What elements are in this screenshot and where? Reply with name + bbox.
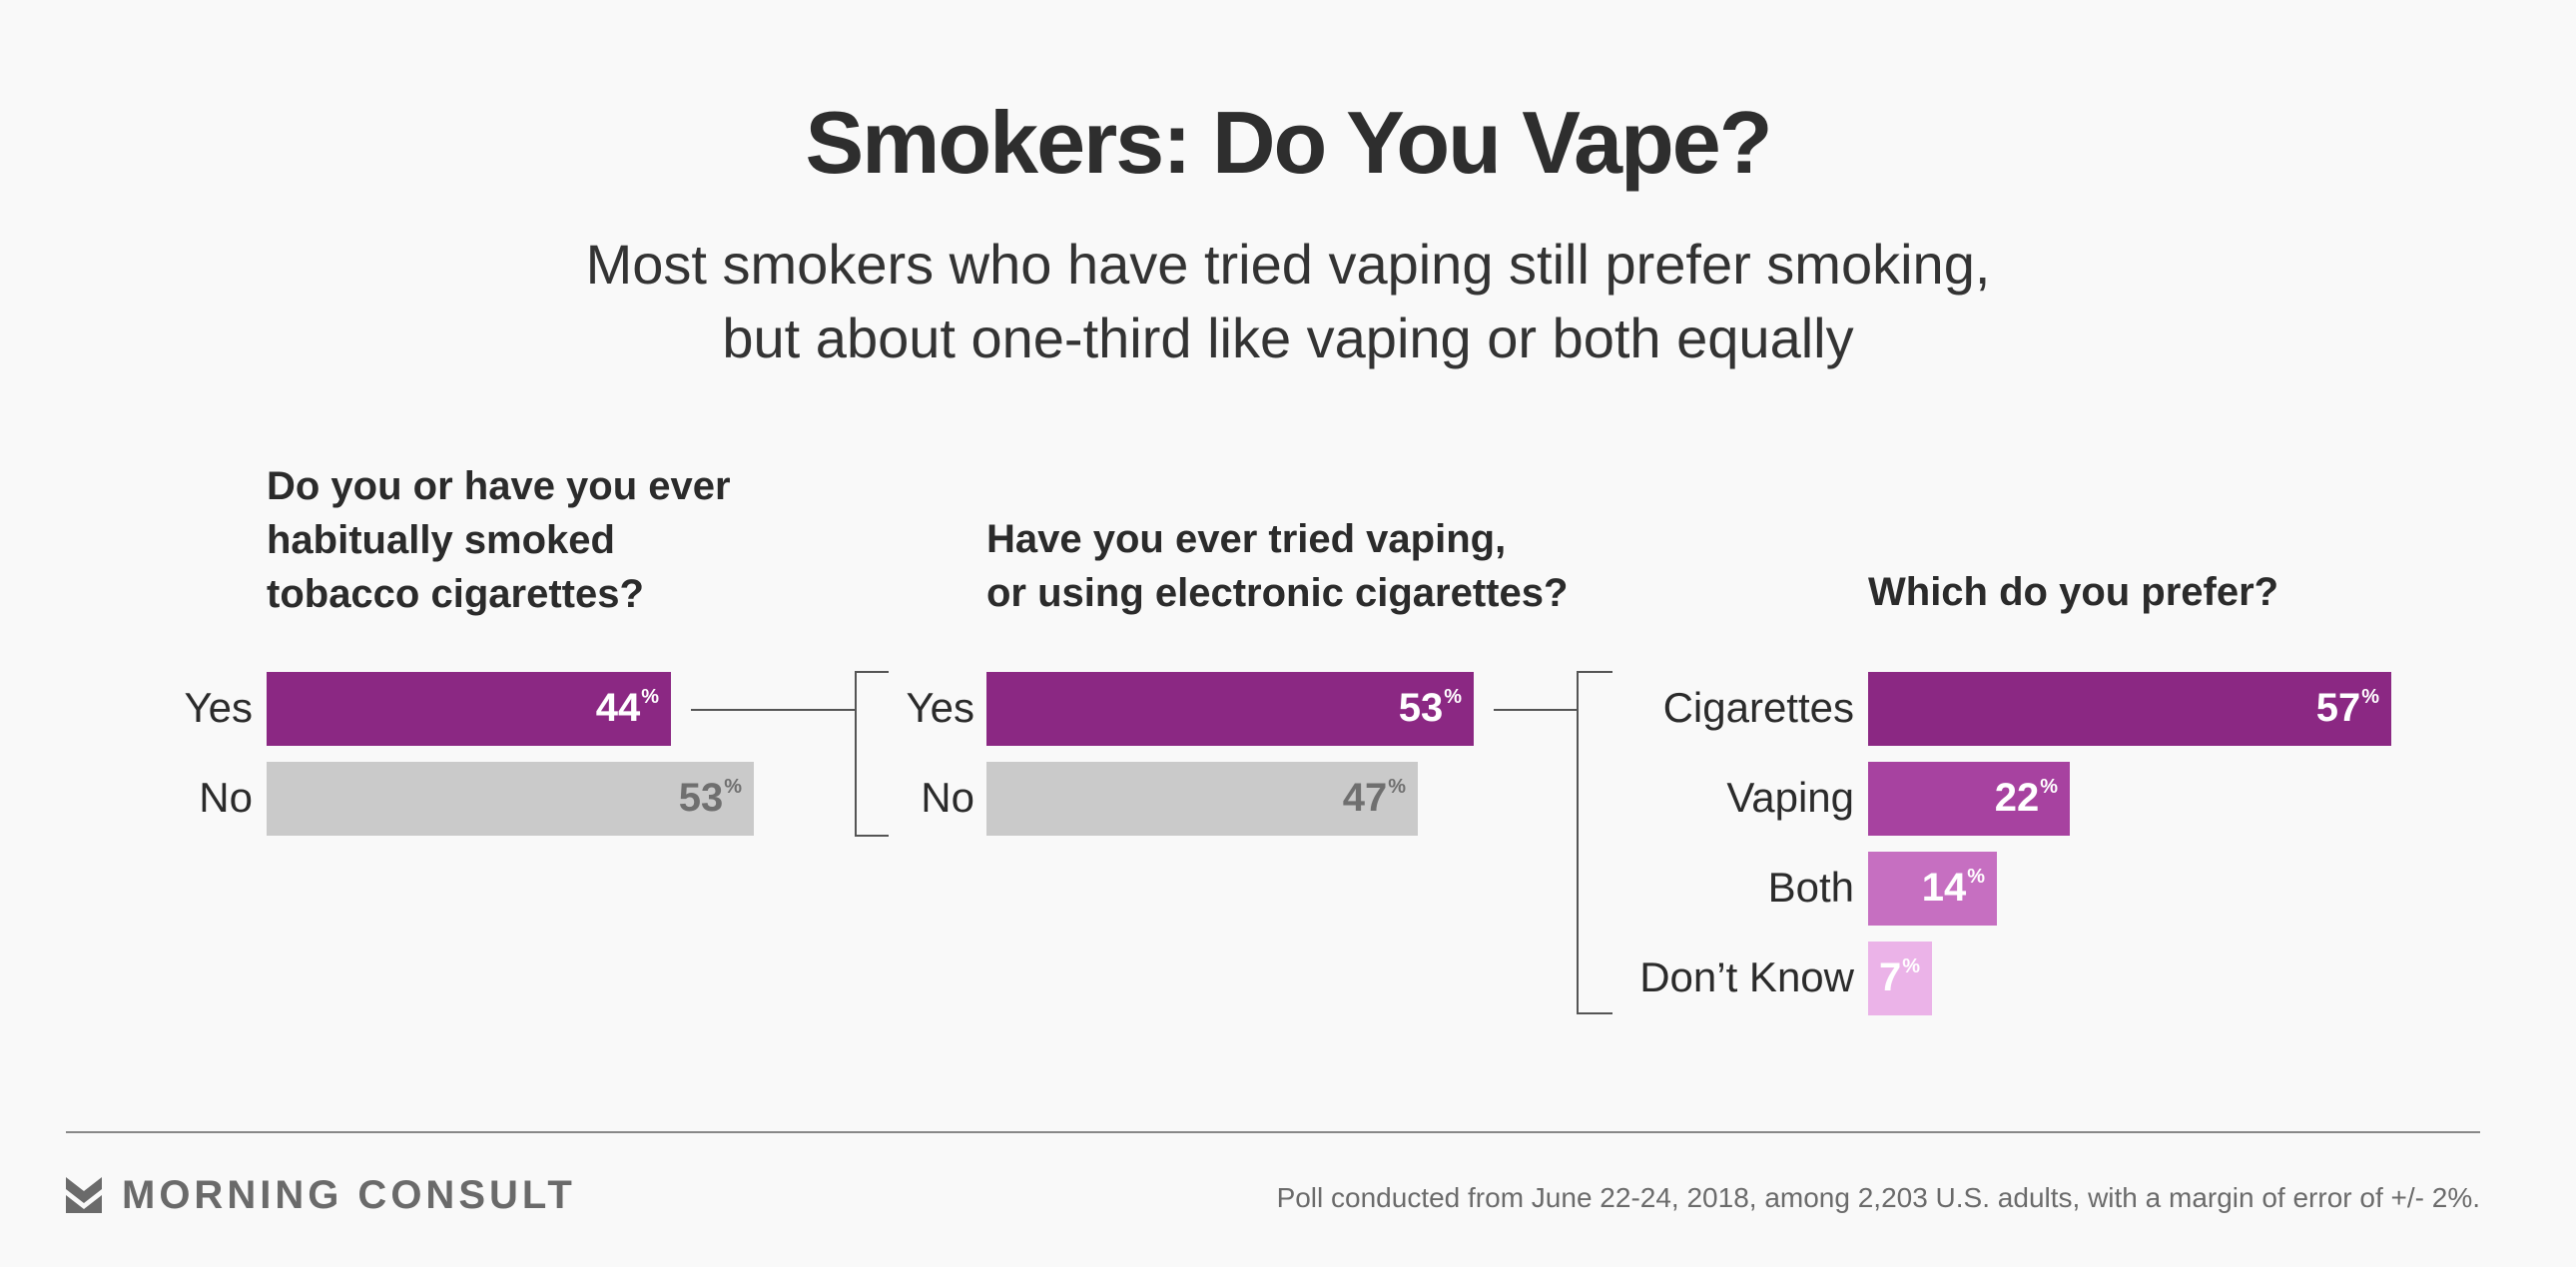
bar-value-label: 53% — [679, 776, 742, 821]
connector-line-2 — [1494, 709, 1578, 711]
bar-value-number: 53 — [1398, 686, 1444, 730]
bar-value-unit: % — [1967, 866, 1985, 888]
panel-2-question-line: or using electronic cigarettes? — [986, 571, 1569, 615]
category-label-both: Both — [1767, 864, 1854, 911]
bracket-1-top — [855, 671, 889, 673]
bar-value-number: 57 — [2315, 686, 2361, 730]
panel-1-question-line: tobacco cigarettes? — [267, 572, 644, 616]
footnote: Poll conducted from June 22-24, 2018, am… — [1276, 1182, 2480, 1213]
bar-value-number: 53 — [678, 776, 724, 820]
category-label-no: No — [921, 774, 974, 821]
bar-value-unit: % — [1388, 776, 1406, 798]
panel-3-question-line: Which do you prefer? — [1868, 570, 2279, 614]
bracket-2-vertical — [1577, 671, 1579, 1014]
chart-subtitle: Most smokers who have tried vaping still… — [0, 228, 2576, 375]
bar-both — [1868, 852, 1997, 926]
panel-3-question: Which do you prefer? — [1868, 565, 2278, 619]
bar-value-number: 14 — [1921, 866, 1967, 910]
bar-value-unit: % — [2361, 686, 2379, 708]
bar-value-label: 14% — [1922, 866, 1985, 911]
panel-2-question-line: Have you ever tried vaping, — [986, 517, 1507, 561]
bar-value-number: 44 — [595, 686, 641, 730]
bar-value-unit: % — [1902, 955, 1920, 977]
bar-value-label: 22% — [1995, 776, 2058, 821]
chevron-m-icon — [66, 1177, 102, 1213]
bar-value-number: 47 — [1342, 776, 1388, 820]
category-label-yes: Yes — [184, 684, 253, 731]
bar-value-label: 47% — [1343, 776, 1406, 821]
bar-no — [986, 762, 1418, 836]
bracket-2-top — [1577, 671, 1612, 673]
bar-cigarettes — [1868, 672, 2391, 746]
bracket-2-bottom — [1577, 1012, 1612, 1014]
category-label-yes: Yes — [906, 684, 974, 731]
bar-value-unit: % — [724, 776, 742, 798]
bar-value-label: 7% — [1879, 955, 1920, 1000]
brand: MORNING CONSULT — [66, 1170, 576, 1220]
panel-1-question-line: habitually smoked — [267, 518, 615, 562]
bar-value-number: 22 — [1994, 776, 2040, 820]
bar-value-number: 7 — [1878, 955, 1902, 999]
connector-line-1 — [691, 709, 856, 711]
footer-divider — [66, 1131, 2480, 1133]
bar-don-t-know — [1868, 942, 1932, 1015]
chart-title: Smokers: Do You Vape? — [805, 93, 1772, 192]
bar-value-label: 57% — [2316, 686, 2379, 731]
brand-name: MORNING CONSULT — [122, 1172, 576, 1217]
category-label-no: No — [199, 774, 253, 821]
bar-value-label: 53% — [1399, 686, 1462, 731]
category-label-cigarettes: Cigarettes — [1662, 684, 1854, 731]
subtitle-line-2: but about one-third like vaping or both … — [722, 307, 1854, 369]
panel-2-question: Have you ever tried vaping, or using ele… — [986, 512, 1568, 620]
bar-value-unit: % — [641, 686, 659, 708]
bar-yes — [267, 672, 671, 746]
category-label-vaping: Vaping — [1726, 774, 1854, 821]
bar-value-label: 44% — [596, 686, 659, 731]
bar-vaping — [1868, 762, 2070, 836]
bracket-1-bottom — [855, 835, 889, 837]
bar-no — [267, 762, 754, 836]
bracket-1-vertical — [855, 671, 857, 837]
bar-yes — [986, 672, 1474, 746]
subtitle-line-1: Most smokers who have tried vaping still… — [585, 233, 1991, 296]
category-label-don-t-know: Don’t Know — [1639, 953, 1854, 1000]
panel-1-question-line: Do you or have you ever — [267, 464, 731, 508]
bar-value-unit: % — [1444, 686, 1462, 708]
bar-value-unit: % — [2040, 776, 2058, 798]
panel-1-question: Do you or have you ever habitually smoke… — [267, 459, 731, 621]
